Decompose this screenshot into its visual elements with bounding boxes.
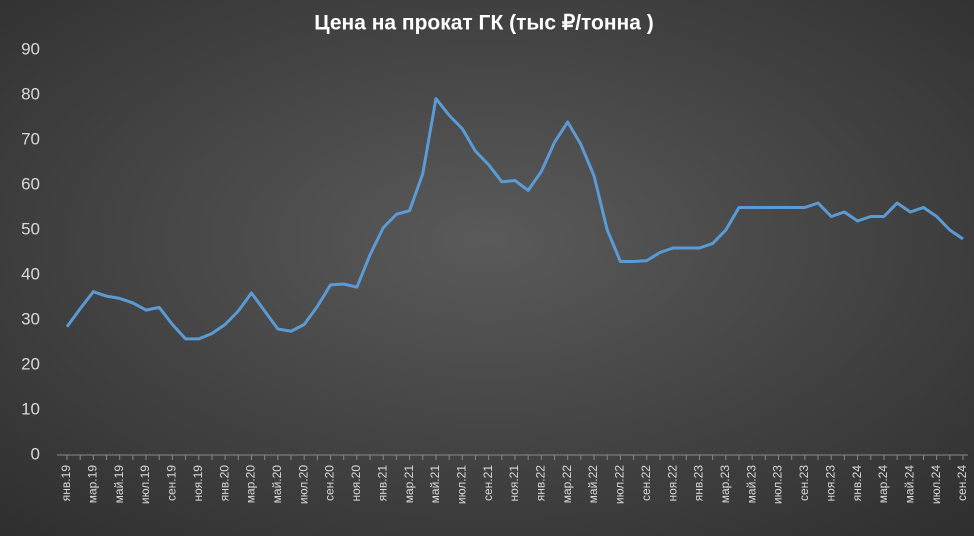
x-tick-label: сен.22	[639, 465, 653, 501]
x-tick-label: сен.23	[797, 465, 811, 501]
y-tick-label: 20	[21, 354, 40, 373]
x-tick-label: янв.22	[534, 465, 548, 502]
x-tick-label: май.20	[270, 465, 284, 504]
x-tick-label: май.23	[744, 465, 758, 504]
x-tick-label: май.22	[586, 465, 600, 504]
y-tick-label: 50	[21, 219, 40, 238]
x-tick-label: янв.21	[375, 465, 389, 502]
x-tick-label: мар.21	[402, 465, 416, 504]
x-tick-label: ноя.19	[191, 465, 205, 502]
x-tick-label: июл.20	[296, 465, 310, 504]
y-tick-label: 30	[21, 309, 40, 328]
x-tick-label: ноя.21	[507, 465, 521, 502]
y-tick-label: 10	[21, 399, 40, 418]
x-tick-label: июл.24	[929, 465, 943, 504]
y-tick-label: 80	[21, 84, 40, 103]
chart-title: Цена на прокат ГК (тыс ₽/тонна )	[314, 12, 654, 35]
x-tick-label: янв.23	[692, 465, 706, 502]
x-tick-label: янв.24	[850, 465, 864, 502]
x-tick-label: ноя.22	[665, 465, 679, 502]
x-tick-label: июл.22	[613, 465, 627, 504]
x-tick-label: мар.20	[244, 465, 258, 504]
x-tick-label: янв.19	[59, 465, 73, 502]
x-tick-label: май.21	[428, 465, 442, 504]
x-tick-label: июл.21	[454, 465, 468, 504]
y-tick-label: 0	[31, 444, 40, 463]
x-tick-label: ноя.23	[823, 465, 837, 502]
x-tick-label: сен.24	[955, 465, 969, 501]
x-tick-label: сен.21	[481, 465, 495, 501]
y-tick-label: 60	[21, 174, 40, 193]
x-tick-label: мар.23	[718, 465, 732, 504]
x-tick-label: мар.19	[86, 465, 100, 504]
y-tick-label: 40	[21, 264, 40, 283]
x-tick-label: мар.22	[560, 465, 574, 504]
x-tick-label: сен.20	[323, 465, 337, 501]
x-tick-label: июл.19	[138, 465, 152, 504]
y-tick-label: 70	[21, 129, 40, 148]
line-series	[65, 97, 964, 341]
x-tick-label: ноя.20	[349, 465, 363, 502]
x-tick-label: сен.19	[165, 465, 179, 501]
x-tick-label: май.19	[112, 465, 126, 504]
x-tick-label: июл.23	[771, 465, 785, 504]
x-tick-label: янв.20	[217, 465, 231, 502]
y-tick-label: 90	[21, 39, 40, 58]
x-tick-label: май.24	[902, 465, 916, 504]
x-tick-label: мар.24	[876, 465, 890, 504]
